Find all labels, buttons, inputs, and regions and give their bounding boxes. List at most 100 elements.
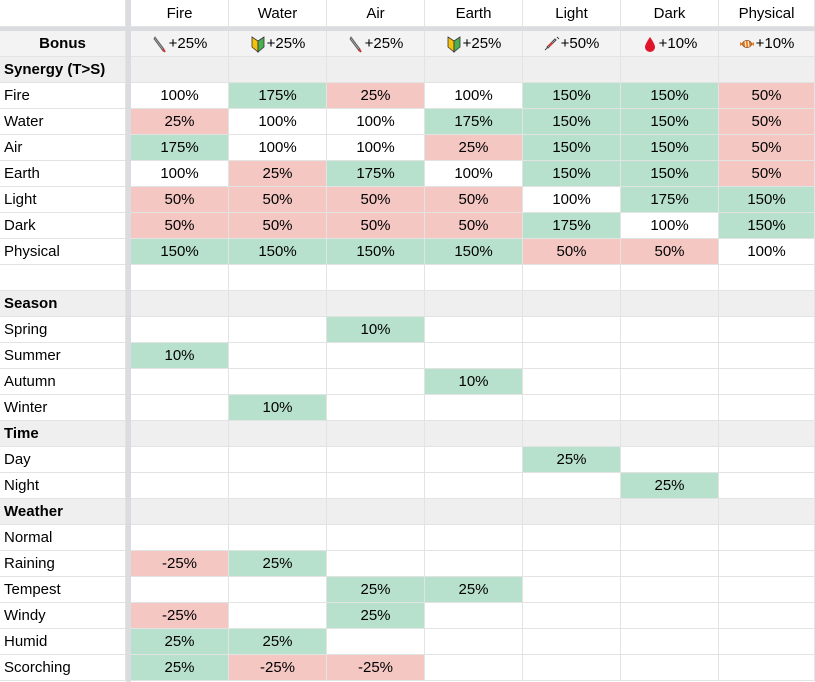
value-cell: -25% [327, 655, 425, 681]
bonus-cell: +25% [425, 31, 523, 57]
value-cell [229, 447, 327, 473]
section-cell [621, 291, 719, 317]
value-cell [229, 369, 327, 395]
frozen-row-divider [0, 27, 815, 31]
value-cell: 50% [327, 187, 425, 213]
value-cell: 50% [719, 109, 815, 135]
value-cell [621, 343, 719, 369]
value-cell [523, 603, 621, 629]
bonus-value: +25% [462, 35, 502, 52]
value-cell [425, 473, 523, 499]
section-cell [621, 57, 719, 83]
bonus-cell: +25% [131, 31, 229, 57]
value-cell [425, 265, 523, 291]
value-cell: 150% [425, 239, 523, 265]
row-label: Raining [0, 551, 126, 577]
section-cell [523, 499, 621, 525]
bonus-value: +25% [266, 35, 306, 52]
value-cell [425, 447, 523, 473]
value-cell: 10% [229, 395, 327, 421]
column-header: Physical [719, 0, 815, 27]
value-cell: 50% [131, 187, 229, 213]
value-cell [621, 655, 719, 681]
value-cell [229, 317, 327, 343]
value-cell: 25% [229, 629, 327, 655]
row-label: Night [0, 473, 126, 499]
value-cell [131, 317, 229, 343]
row-label: Autumn [0, 369, 126, 395]
column-header: Water [229, 0, 327, 27]
value-cell [719, 343, 815, 369]
section-cell [719, 421, 815, 447]
value-cell: 150% [719, 213, 815, 239]
row-label: Day [0, 447, 126, 473]
section-cell [131, 499, 229, 525]
row-label: Air [0, 135, 126, 161]
section-title: Synergy (T>S) [0, 57, 126, 83]
value-cell [523, 343, 621, 369]
value-cell [523, 525, 621, 551]
value-cell [621, 603, 719, 629]
value-cell: 150% [621, 83, 719, 109]
value-cell [327, 395, 425, 421]
value-cell [425, 395, 523, 421]
value-cell: 100% [229, 109, 327, 135]
value-cell: 50% [719, 135, 815, 161]
value-cell: 50% [425, 187, 523, 213]
value-cell [131, 395, 229, 421]
value-cell: 100% [229, 135, 327, 161]
value-cell [327, 525, 425, 551]
section-cell [327, 421, 425, 447]
value-cell [131, 525, 229, 551]
value-cell: 25% [425, 135, 523, 161]
value-cell: 150% [523, 135, 621, 161]
value-cell [719, 525, 815, 551]
value-cell [131, 447, 229, 473]
row-label: Spring [0, 317, 126, 343]
value-cell: 100% [719, 239, 815, 265]
section-cell [523, 57, 621, 83]
value-cell [523, 317, 621, 343]
value-cell [327, 343, 425, 369]
value-cell: 25% [229, 161, 327, 187]
value-cell [425, 551, 523, 577]
row-label: Earth [0, 161, 126, 187]
value-cell: 100% [131, 83, 229, 109]
value-cell: 50% [621, 239, 719, 265]
value-cell: 175% [229, 83, 327, 109]
value-cell [621, 577, 719, 603]
section-cell [229, 421, 327, 447]
section-cell [719, 499, 815, 525]
value-cell: 150% [327, 239, 425, 265]
value-cell: 10% [327, 317, 425, 343]
value-cell: 150% [719, 187, 815, 213]
value-cell: 50% [425, 213, 523, 239]
bonus-value: +50% [560, 35, 600, 52]
value-cell [621, 447, 719, 473]
value-cell [131, 473, 229, 499]
row-label: Physical [0, 239, 126, 265]
section-cell [425, 421, 523, 447]
section-cell [425, 57, 523, 83]
column-header: Earth [425, 0, 523, 27]
value-cell [621, 525, 719, 551]
value-cell [327, 265, 425, 291]
row-label: Summer [0, 343, 126, 369]
value-cell [719, 395, 815, 421]
value-cell: 150% [621, 109, 719, 135]
corner-cell [0, 0, 126, 27]
value-cell [719, 265, 815, 291]
value-cell [425, 525, 523, 551]
section-cell [131, 57, 229, 83]
section-title: Time [0, 421, 126, 447]
value-cell: 50% [523, 239, 621, 265]
row-label: Tempest [0, 577, 126, 603]
value-cell [327, 629, 425, 655]
value-cell [229, 473, 327, 499]
section-cell [229, 57, 327, 83]
section-cell [327, 291, 425, 317]
section-title: Weather [0, 499, 126, 525]
row-label [0, 265, 126, 291]
value-cell [229, 577, 327, 603]
row-label: Water [0, 109, 126, 135]
